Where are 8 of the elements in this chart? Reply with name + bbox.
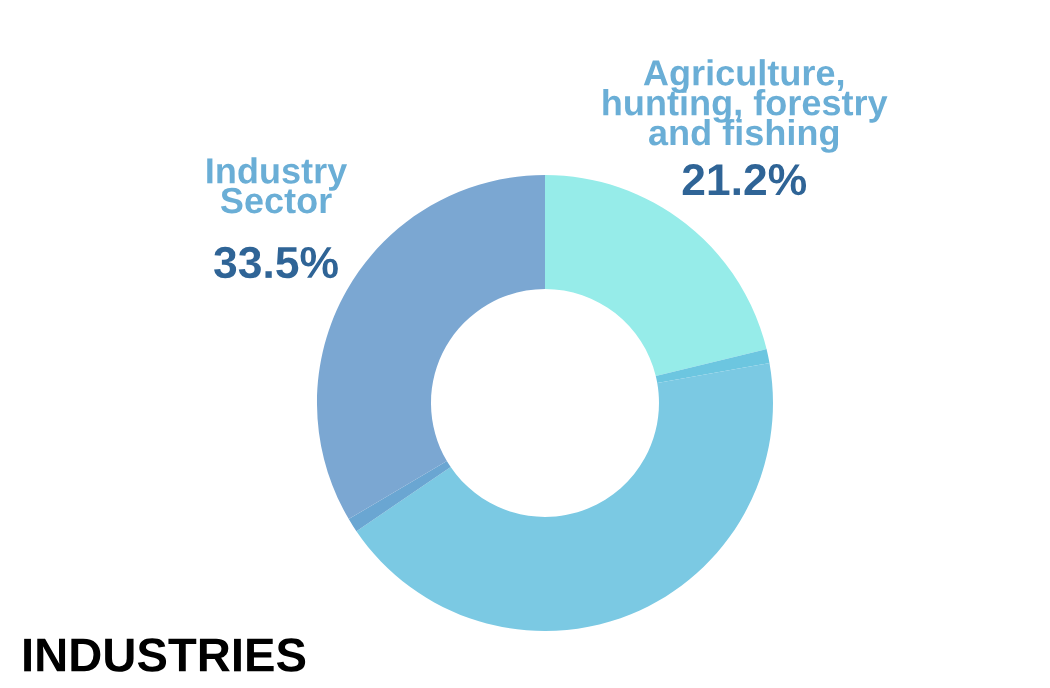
donut-slice bbox=[655, 349, 770, 384]
data-label: 33.5% bbox=[214, 246, 338, 279]
donut-slice bbox=[348, 461, 451, 532]
slice-label: Agriculture, hunting, forestry and fishing bbox=[603, 59, 888, 153]
text: INDUSTRIES bbox=[24, 638, 306, 672]
donut-slice bbox=[356, 363, 773, 631]
slice-label: Industry Sector bbox=[207, 157, 348, 214]
data-label: 21.2% bbox=[682, 163, 807, 196]
